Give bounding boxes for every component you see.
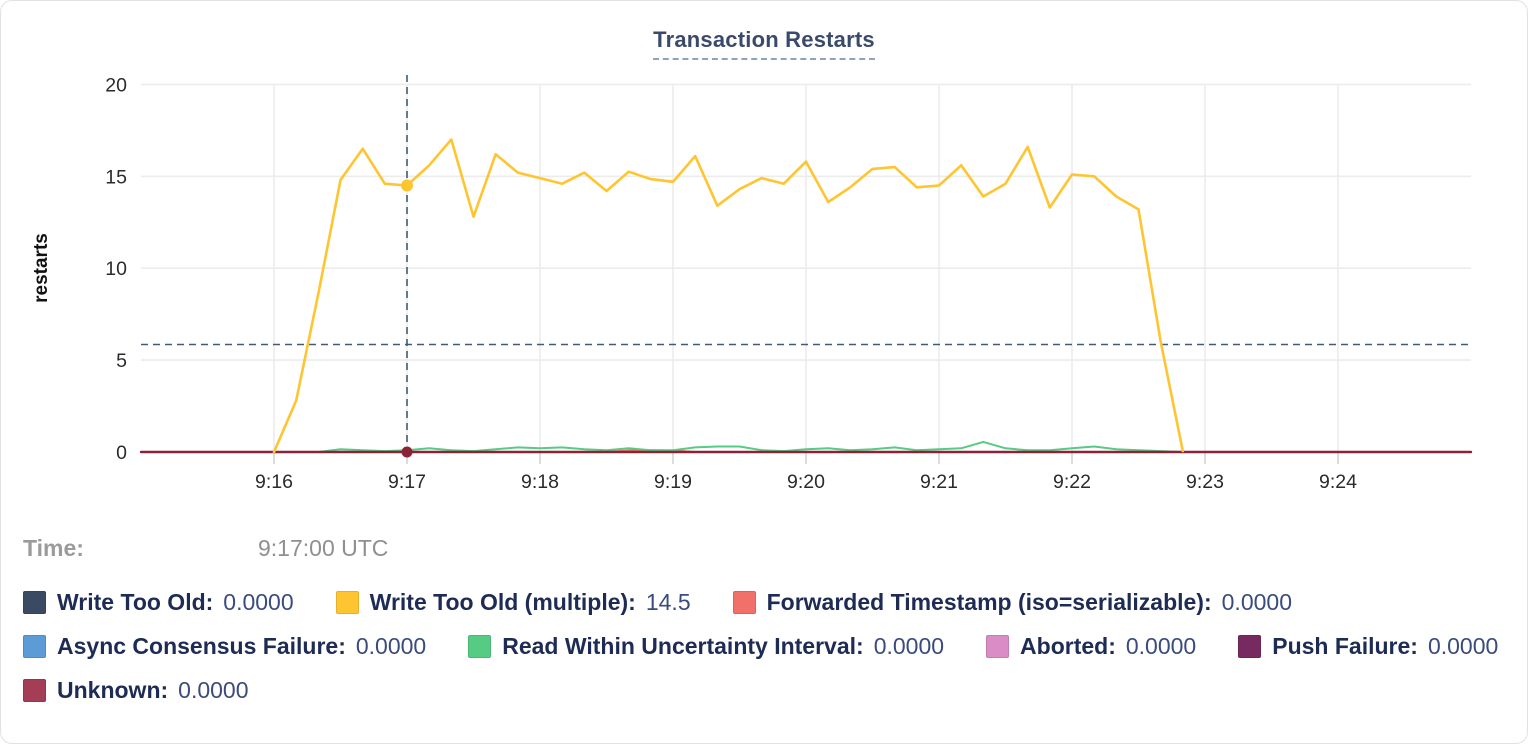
legend-item-aborted: Aborted: 0.0000 [986, 633, 1196, 660]
svg-text:9:18: 9:18 [521, 471, 559, 493]
legend-label: Unknown: [57, 677, 169, 703]
legend-item-async-consensus-failure: Async Consensus Failure: 0.0000 [23, 633, 426, 660]
legend-label: Push Failure: [1272, 633, 1418, 659]
crosshair [141, 75, 1471, 452]
transaction-restarts-chart[interactable]: 9:16 9:17 9:18 9:19 9:20 9:21 9:22 9:23 9:24 0 5 10… [1, 1, 1528, 513]
async-consensus-failure-swatch-icon [23, 635, 46, 658]
legend-label: Read Within Uncertainty Interval: [502, 633, 864, 659]
legend-label: Forwarded Timestamp (iso=serializable): [766, 589, 1212, 615]
legend-item-write-too-old-multiple: Write Too Old (multiple): 14.5 [335, 589, 691, 616]
forwarded-timestamp-iso-serializable-swatch-icon [732, 591, 756, 614]
write-too-old-multiple-swatch-icon [335, 591, 359, 614]
tooltip-time-label: Time: [23, 535, 84, 561]
y-axis-title: restarts [31, 233, 52, 303]
legend-item-forwarded-timestamp-iso-serializable: Forwarded Timestamp (iso=serializable): 0… [732, 589, 1292, 616]
axis-labels: 9:16 9:17 9:18 9:19 9:20 9:21 9:22 9:23 9:24 0 5 10… [31, 74, 1357, 493]
svg-text:0: 0 [116, 442, 127, 464]
svg-text:9:23: 9:23 [1186, 471, 1224, 493]
chart-legend: Write Too Old: 0.0000 Write Too Old (multi… [23, 589, 1517, 721]
push-failure-swatch-icon [1238, 635, 1262, 658]
legend-value: 0.0000 [223, 589, 294, 615]
svg-text:15: 15 [105, 166, 127, 188]
series-line-write-too-old-multiple [272, 138, 1185, 454]
legend-item-read-within-uncertainty-interval: Read Within Uncertainty Interval: 0.0000 [468, 633, 944, 660]
svg-text:9:20: 9:20 [787, 471, 825, 493]
aborted-swatch-icon [986, 635, 1010, 658]
chart-title[interactable]: Transaction Restarts [653, 27, 875, 60]
svg-text:9:17: 9:17 [388, 471, 426, 493]
unknown-swatch-icon [23, 679, 46, 702]
tooltip-time-row: Time: 9:17:00 UTC [1, 535, 1527, 565]
chart-title-row: Transaction Restarts [1, 27, 1527, 60]
legend-item-push-failure: Push Failure: 0.0000 [1238, 633, 1498, 660]
svg-text:20: 20 [105, 74, 127, 96]
hover-dot-unknown [401, 446, 413, 458]
legend-label: Async Consensus Failure: [57, 633, 346, 659]
legend-row: Unknown: 0.0000 [23, 677, 1517, 704]
svg-text:9:24: 9:24 [1319, 471, 1357, 493]
tooltip-time-value: 9:17:00 UTC [258, 535, 389, 561]
svg-text:9:21: 9:21 [920, 471, 958, 493]
svg-text:9:19: 9:19 [654, 471, 692, 493]
svg-text:9:16: 9:16 [255, 471, 293, 493]
legend-value: 0.0000 [178, 677, 249, 703]
legend-label: Write Too Old: [57, 589, 214, 615]
series-lines [139, 138, 1473, 454]
legend-item-unknown: Unknown: 0.0000 [23, 677, 249, 704]
legend-label: Aborted: [1020, 633, 1116, 659]
legend-value: 0.0000 [1427, 633, 1499, 659]
legend-value: 0.0000 [873, 633, 945, 659]
series-line-read-within-uncertainty-interval [273, 440, 1184, 453]
svg-text:9:22: 9:22 [1053, 471, 1091, 493]
hover-dots [401, 179, 413, 458]
hover-dot-write-too-old-multiple [401, 179, 413, 192]
read-within-uncertainty-interval-swatch-icon [468, 635, 492, 658]
legend-label: Write Too Old (multiple): [369, 589, 636, 615]
legend-item-write-too-old: Write Too Old: 0.0000 [23, 589, 294, 616]
svg-text:5: 5 [116, 350, 127, 372]
legend-row: Async Consensus Failure: 0.0000 Read Withi… [23, 633, 1517, 660]
legend-value: 0.0000 [1221, 589, 1292, 615]
svg-text:10: 10 [105, 258, 127, 280]
legend-value: 0.0000 [1125, 633, 1197, 659]
legend-value: 0.0000 [355, 633, 427, 659]
legend-value: 14.5 [645, 589, 691, 615]
write-too-old-swatch-icon [23, 591, 46, 614]
gridlines [141, 83, 1471, 464]
legend-row: Write Too Old: 0.0000 Write Too Old (multi… [23, 589, 1517, 616]
